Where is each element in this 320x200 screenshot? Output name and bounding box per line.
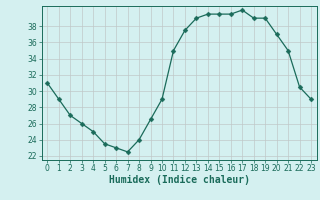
X-axis label: Humidex (Indice chaleur): Humidex (Indice chaleur) <box>109 175 250 185</box>
